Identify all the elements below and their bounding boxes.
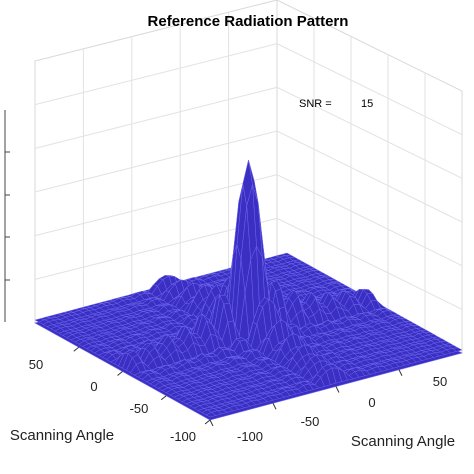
x-tick-label: 50 [433,374,447,389]
x-axis-tick-mark [272,403,277,410]
wall-gridline [34,217,463,310]
snr-label: SNR = [299,98,332,110]
x-axis-tick-mark [398,369,403,376]
x-axis-ticks: -100 -50 0 50 [237,374,447,444]
chart-title: Reference Radiation Pattern [148,13,349,30]
y-axis-ticks: -100 -50 0 50 [29,357,196,444]
y-axis-tick-mark [73,346,80,352]
x-tick-label: 0 [368,395,375,410]
wall-gridline [34,130,463,223]
y-axis-tick-mark [160,395,167,401]
y-tick-label: 50 [29,357,43,372]
surface-cell [205,412,217,418]
back-walls [4,0,463,354]
x-axis-tick-mark [209,419,214,427]
y-axis-tick-mark [204,419,211,425]
wall-gridline [34,86,463,179]
wall-gridline [34,43,463,136]
x-tick-label: -100 [237,429,263,444]
y-axis-tick-mark [117,371,123,376]
y-tick-label: 0 [90,379,97,394]
radiation-surface [34,159,463,418]
y-axis-label: Scanning Angle [10,427,114,444]
x-axis-tick-mark [335,386,340,393]
y-tick-label: -100 [170,429,196,444]
snr-value: 15 [361,98,373,110]
x-tick-label: -50 [301,414,320,429]
y-tick-label: -50 [130,401,149,416]
wall-gridline [34,174,463,267]
x-axis-label: Scanning Angle [351,433,455,450]
